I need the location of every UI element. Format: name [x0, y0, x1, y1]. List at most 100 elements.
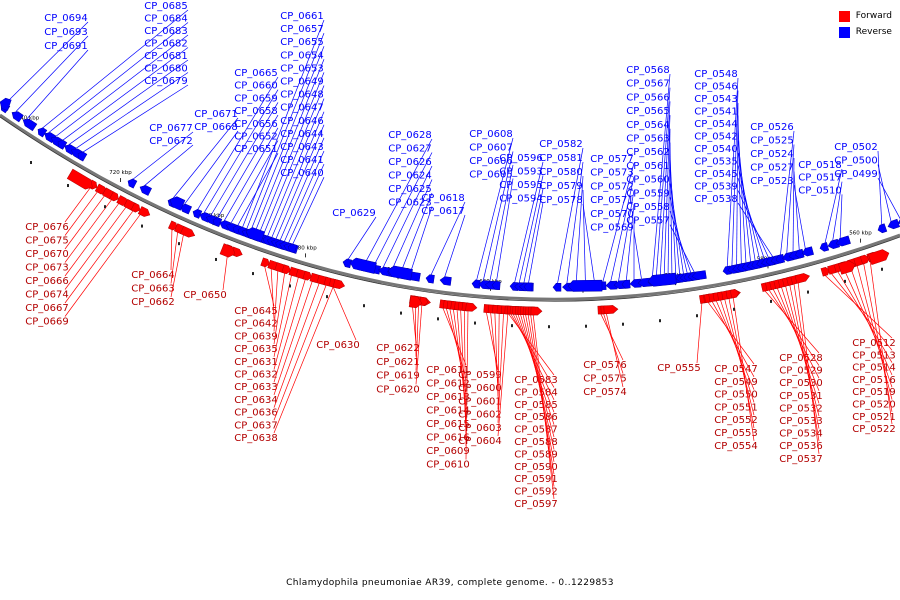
forward-gene-arrow	[137, 206, 151, 217]
forward-gene-label: CP_0599	[458, 370, 501, 381]
forward-gene-label: CP_0630	[316, 340, 359, 351]
reverse-gene-label: CP_0661	[280, 11, 323, 22]
reverse-gene-arrow	[439, 276, 452, 286]
scale-tick-label: 680 kbp	[294, 245, 317, 251]
reverse-gene-leader	[831, 181, 843, 246]
forward-gene-leader	[509, 311, 555, 388]
chromosome-backbone-shadow	[0, 116, 900, 302]
reverse-gene-leader	[131, 131, 194, 181]
reverse-gene-arrow	[127, 178, 138, 189]
forward-gene-label: CP_0639	[234, 331, 277, 342]
forward-gene-label: CP_0520	[852, 400, 895, 411]
forward-gene-label: CP_0673	[25, 263, 68, 274]
feature-mark	[400, 311, 402, 315]
reverse-gene-arrow	[567, 279, 603, 292]
forward-gene-label: CP_0512	[852, 338, 895, 349]
forward-gene-label: CP_0638	[234, 433, 277, 444]
forward-gene-leader	[497, 311, 509, 437]
reverse-gene-arrow	[478, 280, 491, 290]
forward-gene-leader	[836, 270, 893, 363]
reverse-gene-arrow	[169, 196, 186, 211]
reverse-gene-leader	[488, 164, 514, 284]
forward-gene-label: CP_0585	[514, 400, 557, 411]
reverse-gene-label: CP_0617	[421, 206, 464, 217]
forward-gene-leader	[530, 312, 555, 487]
reverse-gene-label: CP_0510	[798, 185, 841, 196]
reverse-gene-label: CP_0581	[539, 153, 582, 164]
reverse-gene-label: CP_0643	[280, 142, 323, 153]
reverse-gene-label: CP_0582	[539, 139, 582, 150]
forward-gene-label: CP_0600	[458, 383, 501, 394]
forward-gene-label: CP_0650	[183, 290, 226, 301]
forward-gene-label: CP_0666	[25, 276, 68, 287]
forward-gene-leader	[273, 278, 314, 396]
reverse-gene-leader	[669, 183, 685, 278]
reverse-gene-leader	[250, 46, 325, 232]
reverse-gene-arrow	[691, 270, 707, 281]
forward-gene-leader	[797, 281, 820, 454]
reverse-gene-label: CP_0518	[798, 160, 841, 171]
reverse-gene-label: CP_0659	[234, 93, 277, 104]
reverse-gene-label: CP_0606	[469, 156, 512, 167]
reverse-gene-leader	[475, 137, 514, 283]
forward-gene-leader	[460, 307, 467, 433]
reverse-gene-arrow	[57, 139, 68, 150]
reverse-gene-leader	[15, 35, 89, 112]
forward-gene-label: CP_0591	[514, 474, 557, 485]
reverse-gene-label: CP_0691	[44, 41, 87, 52]
reverse-gene-arrow	[342, 258, 353, 269]
reverse-gene-label: CP_0627	[388, 144, 431, 155]
reverse-gene-leader	[41, 9, 189, 129]
forward-gene-leader	[170, 226, 173, 271]
forward-gene-label: CP_0574	[583, 387, 626, 398]
forward-gene-label: CP_0616	[426, 433, 469, 444]
reverse-gene-label: CP_0660	[234, 81, 277, 92]
reverse-gene-leader	[527, 202, 544, 286]
reverse-gene-leader	[659, 101, 671, 281]
forward-gene-label: CP_0662	[131, 297, 174, 308]
forward-gene-leader	[793, 282, 820, 442]
reverse-gene-arrow	[22, 118, 38, 132]
reverse-gene-leader	[792, 157, 795, 256]
forward-gene-leader	[732, 296, 755, 441]
reverse-gene-leader	[793, 184, 807, 253]
forward-gene-leader	[64, 208, 136, 304]
reverse-gene-leader	[4, 21, 89, 105]
reverse-gene-label: CP_0629	[332, 208, 375, 219]
reverse-gene-leader	[737, 152, 757, 265]
forward-gene-arrow	[109, 191, 119, 202]
forward-gene-label: CP_0663	[131, 284, 174, 295]
reverse-gene-label: CP_0657	[280, 24, 323, 35]
forward-gene-label: CP_0575	[583, 374, 626, 385]
reverse-gene-arrow	[801, 246, 814, 257]
reverse-gene-leader	[663, 115, 671, 280]
reverse-gene-label: CP_0570	[590, 209, 633, 220]
reverse-gene-leader	[566, 161, 584, 287]
reverse-gene-label: CP_0578	[539, 195, 582, 206]
reverse-gene-label: CP_0677	[149, 123, 192, 134]
reverse-gene-leader	[669, 169, 681, 278]
forward-gene-label: CP_0601	[458, 396, 501, 407]
reverse-gene-label: CP_0542	[694, 132, 737, 143]
forward-gene-label: CP_0587	[514, 425, 557, 436]
reverse-gene-label: CP_0693	[44, 27, 87, 38]
forward-gene-arrow	[302, 270, 312, 281]
forward-gene-label: CP_0669	[25, 317, 68, 328]
reverse-gene-label: CP_0566	[626, 92, 669, 103]
reverse-gene-leader	[669, 156, 677, 279]
reverse-gene-leader	[726, 77, 739, 271]
reverse-gene-label: CP_0625	[388, 184, 431, 195]
forward-gene-leader	[415, 302, 423, 385]
forward-gene-leader	[273, 280, 321, 408]
reverse-gene-leader	[779, 130, 795, 260]
reverse-gene-label: CP_0640	[280, 168, 323, 179]
forward-gene-arrow	[130, 202, 141, 213]
forward-gene-leader	[263, 263, 275, 307]
reverse-gene-label: CP_0557	[626, 216, 669, 227]
feature-mark	[289, 284, 291, 288]
forward-gene-label: CP_0675	[25, 236, 68, 247]
reverse-gene-leader	[518, 175, 544, 286]
reverse-gene-label: CP_0527	[750, 163, 793, 174]
scale-tick-label: 740 kbp	[17, 116, 40, 122]
reverse-gene-label: CP_0649	[280, 77, 323, 88]
